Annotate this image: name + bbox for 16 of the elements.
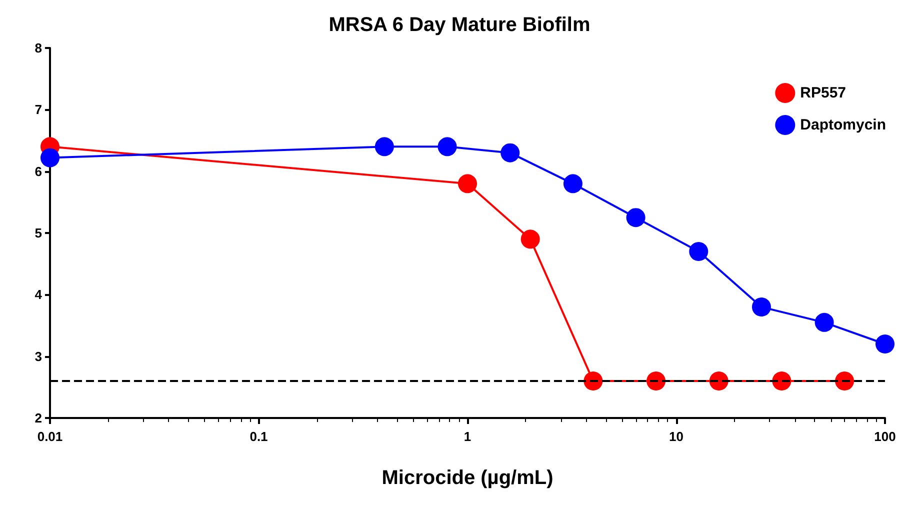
y-tick-label: 7: [34, 102, 42, 118]
x-tick-label: 100: [874, 429, 896, 444]
y-tick-label: 6: [34, 164, 42, 179]
x-tick-label: 1: [464, 429, 472, 444]
y-tick-label: 2: [34, 410, 42, 426]
y-tick-label: 3: [34, 348, 42, 364]
x-tick-label: 10: [669, 429, 684, 444]
x-tick-label: 0.01: [37, 429, 63, 444]
x-tick-label: 0.1: [250, 429, 268, 444]
y-tick-label: 8: [34, 40, 42, 56]
chart-title: MRSA 6 Day Mature Biofilm: [328, 14, 590, 36]
y-tick-label: 4: [34, 287, 43, 302]
y-tick-label: 5: [34, 226, 42, 240]
legend-label: Daptomycin: [800, 116, 886, 134]
legend-label: RP557: [800, 84, 846, 102]
x-axis-title: Microcide (µg/mL): [382, 467, 554, 489]
